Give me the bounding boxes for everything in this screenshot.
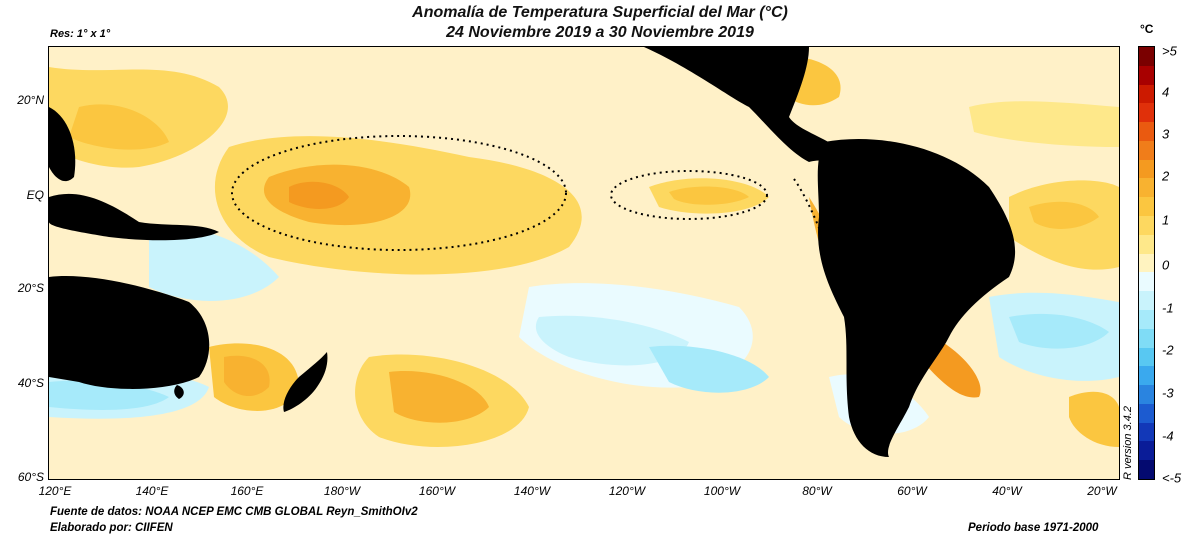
lon-label: 40°W [992, 484, 1022, 498]
lon-label: 160°W [418, 484, 456, 498]
map-subtitle: 24 Noviembre 2019 a 30 Noviembre 2019 [446, 24, 754, 41]
colorbar-swatch [1139, 291, 1154, 310]
colorbar-swatch [1139, 122, 1154, 141]
new-zealand [283, 352, 328, 412]
colorbar-swatch [1139, 441, 1154, 461]
colorbar [1138, 46, 1155, 480]
lon-label: 140°E [135, 484, 169, 498]
colorbar-tick: <-5 [1162, 470, 1182, 486]
tasmania [174, 385, 184, 399]
colorbar-tick: -4 [1162, 428, 1174, 444]
sst-anomaly-map [48, 46, 1120, 480]
colorbar-swatch [1139, 422, 1154, 442]
highlight-regions [231, 135, 868, 353]
australia [49, 276, 210, 389]
colorbar-swatch [1139, 178, 1154, 198]
lon-label: 20°W [1087, 484, 1117, 498]
colorbar-swatch [1139, 366, 1154, 386]
colorbar-swatch [1139, 403, 1154, 423]
map-title: Anomalía de Temperatura Superficial del … [412, 4, 788, 21]
colorbar-swatch [1139, 140, 1154, 160]
colorbar-tick: -1 [1162, 300, 1174, 316]
colorbar-tick: 1 [1162, 212, 1170, 228]
colorbar-swatch [1139, 103, 1154, 123]
colorbar-tick: 3 [1162, 126, 1170, 142]
map-canvas [49, 47, 1119, 479]
colorbar-tick: 0 [1162, 257, 1170, 273]
colorbar-swatch [1139, 272, 1154, 292]
base-period: Periodo base 1971-2000 [968, 522, 1099, 534]
lat-label: 60°S [17, 470, 44, 484]
east-pacific-ellipse [610, 170, 768, 220]
lon-label: 100°W [703, 484, 741, 498]
lat-label: 40°S [17, 376, 44, 390]
colorbar-swatch [1139, 234, 1154, 254]
colorbar-tick: 2 [1162, 168, 1170, 184]
colorbar-tick: -2 [1162, 342, 1174, 358]
lat-label: 20°N [17, 93, 44, 107]
colorbar-swatch [1139, 460, 1154, 479]
coastal-peru-contour [793, 178, 868, 353]
colorbar-tick: >5 [1162, 43, 1177, 59]
colorbar-tick: -3 [1162, 385, 1174, 401]
colorbar-swatch [1139, 347, 1154, 367]
colorbar-swatch [1139, 84, 1154, 104]
lat-label: EQ [26, 188, 44, 202]
colorbar-swatch [1139, 159, 1154, 179]
colorbar-swatch [1139, 253, 1154, 273]
lon-label: 120°E [38, 484, 72, 498]
maritime-continent [49, 193, 219, 241]
land-layer [49, 47, 1016, 457]
central-pacific-ellipse [231, 135, 567, 251]
colorbar-unit: °C [1140, 22, 1154, 36]
lon-label: 140°W [513, 484, 551, 498]
lon-label: 80°W [802, 484, 832, 498]
colorbar-swatch [1139, 216, 1154, 235]
lon-label: 180°W [323, 484, 361, 498]
colorbar-swatch [1139, 385, 1154, 404]
philippines [49, 107, 76, 182]
colorbar-swatch [1139, 47, 1154, 66]
data-source: Fuente de datos: NOAA NCEP EMC CMB GLOBA… [50, 506, 418, 518]
colorbar-swatch [1139, 197, 1154, 217]
author-credit: Elaborado por: CIIFEN [50, 522, 173, 534]
lon-label: 120°W [608, 484, 646, 498]
r-version-label: R version 3.4.2 [1122, 406, 1134, 480]
lon-label: 160°E [230, 484, 264, 498]
lat-label: 20°S [17, 281, 44, 295]
colorbar-tick: 4 [1162, 84, 1170, 100]
colorbar-swatch [1139, 328, 1154, 348]
lon-label: 60°W [897, 484, 927, 498]
north-america [644, 47, 849, 162]
resolution-label: Res: 1° x 1° [50, 28, 111, 40]
colorbar-swatch [1139, 65, 1154, 85]
south-america [817, 139, 1016, 457]
colorbar-swatch [1139, 309, 1154, 329]
